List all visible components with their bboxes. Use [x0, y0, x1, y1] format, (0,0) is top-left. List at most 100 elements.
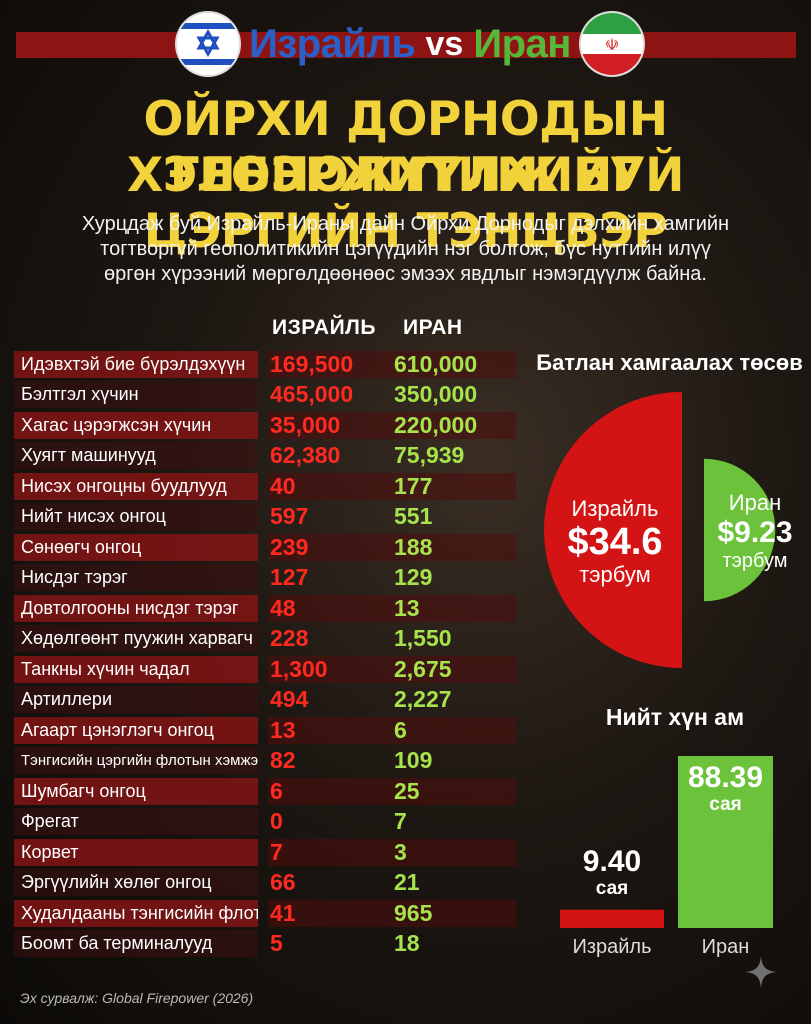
- table-row: Нисдэг тэрэг 127 129: [14, 563, 520, 594]
- table-row: Хөдөлгөөнт пуужин харвагч 228 1,550: [14, 624, 520, 655]
- iran-population-unit: сая: [709, 794, 742, 815]
- iran-population-label: 88.39 сая: [678, 762, 773, 816]
- table-row: Довтолгооны нисдэг тэрэг 48 13: [14, 593, 520, 624]
- israel-value: 35,000: [268, 411, 390, 439]
- israel-value: 5: [270, 930, 283, 957]
- israel-value: 0: [270, 808, 283, 835]
- population-bar-iran: [678, 756, 773, 928]
- iran-value: 177: [390, 472, 516, 500]
- israel-value: 1,300: [268, 655, 390, 683]
- israel-flag-icon: [177, 13, 240, 75]
- table-row: Эргүүлийн хөлөг онгоц 66 21: [14, 868, 520, 899]
- table-row: Нисэх онгоцны буудлууд 40 177: [14, 471, 520, 502]
- israel-value: 40: [268, 472, 390, 500]
- israel-value: 494: [270, 686, 309, 713]
- population-bar-israel: [560, 909, 664, 928]
- iran-value: 551: [394, 503, 433, 530]
- iran-value: 21: [394, 869, 420, 896]
- table-row: Тэнгисийн цэргийн флотын хэмжээ 82 109: [14, 746, 520, 777]
- israel-value: 169,500: [268, 350, 390, 378]
- row-label: Фрегат: [14, 808, 258, 836]
- iran-value: 350,000: [394, 381, 478, 408]
- table-row: Хуягт машинууд 62,380 75,939: [14, 441, 520, 472]
- row-label: Эргүүлийн хөлөг онгоц: [14, 869, 258, 897]
- iran-value: 13: [390, 594, 516, 622]
- israel-value: 62,380: [270, 442, 341, 469]
- row-label: Артиллери: [14, 686, 258, 714]
- israel-value: 13: [268, 716, 390, 744]
- row-label: Хуягт машинууд: [14, 442, 258, 470]
- israel-population-label: 9.40 сая: [560, 845, 664, 900]
- table-row: Танкны хүчин чадал 1,300 2,675: [14, 654, 520, 685]
- table-row: Сөнөөгч онгоц 239 188: [14, 532, 520, 563]
- table-row: Фрегат 0 7: [14, 807, 520, 838]
- svg-text:☫: ☫: [605, 35, 619, 54]
- row-label: Идэвхтэй бие бүрэлдэхүүн: [14, 350, 258, 378]
- population-category-iran: Иран: [701, 936, 750, 958]
- budget-title: Батлан хамгаалах төсөв: [536, 350, 803, 375]
- row-label: Корвет: [14, 838, 258, 866]
- table-row: Нийт нисэх онгоц 597 551: [14, 502, 520, 533]
- iran-budget-label: Иран $9.23 тэрбум: [703, 490, 807, 573]
- israel-budget-value: $34.6: [567, 521, 663, 563]
- israel-value: 465,000: [270, 381, 354, 408]
- row-label: Довтолгооны нисдэг тэрэг: [14, 594, 258, 622]
- row-label: Бэлтгэл хүчин: [14, 381, 258, 409]
- israel-population-unit: сая: [595, 877, 629, 899]
- israel-value: 228: [270, 625, 309, 652]
- israel-value: 239: [268, 533, 390, 561]
- row-label: Нисэх онгоцны буудлууд: [14, 472, 258, 500]
- iran-value: 2,675: [390, 655, 516, 683]
- iran-value: 7: [394, 808, 407, 835]
- iran-value: 2,227: [394, 686, 452, 713]
- row-label: Хагас цэрэгжсэн хүчин: [14, 411, 258, 439]
- comparison-table: Идэвхтэй бие бүрэлдэхүүн 169,500 610,000 Бэ…: [14, 349, 520, 959]
- row-label: Боомт ба терминалууд: [14, 930, 258, 958]
- iran-heading: Иран: [473, 21, 571, 66]
- iran-value: 3: [390, 838, 516, 866]
- header-band: [16, 32, 796, 58]
- population-chart: [560, 756, 773, 928]
- israel-value: 48: [268, 594, 390, 622]
- intro-line-2: тогтворгүй геополитикийн цэгүүдийн нэг б…: [100, 238, 711, 260]
- table-row: Идэвхтэй бие бүрэлдэхүүн 169,500 610,000: [14, 349, 520, 380]
- source-note: Эх сурвалж: Global Firepower (2026): [20, 990, 254, 1006]
- israel-value: 127: [270, 564, 309, 591]
- table-row: Бэлтгэл хүчин 465,000 350,000: [14, 380, 520, 411]
- header: Израйль vs Иран ☫: [150, 12, 670, 76]
- intro-line-1: Хурцдаж буй Израйль-Ираны дайн Ойрхи Дор…: [81, 213, 730, 235]
- table-row: Корвет 7 3: [14, 837, 520, 868]
- row-label: Худалдааны тэнгисийн флот: [14, 899, 258, 927]
- iran-value: 25: [390, 777, 516, 805]
- intro-text: Хурцдаж буй Израйль-Ираны дайн Ойрхи Дор…: [20, 212, 791, 287]
- iran-population-value: 88.39: [687, 761, 764, 794]
- iran-value: 965: [390, 899, 516, 927]
- title-line-1: ОЙРХИ ДОРНОДЫН ГЕОПОЛИТИКИЙГ: [143, 92, 668, 203]
- iran-budget-name: Иран: [728, 490, 782, 515]
- table-row: Агаарт цэнэглэгч онгоц 13 6: [14, 715, 520, 746]
- iran-flag-icon: ☫: [580, 13, 643, 75]
- intro-line-3: өргөн хүрээний мөргөлдөөнөөс эмээх явдлы…: [104, 263, 707, 285]
- israel-value: 82: [270, 747, 296, 774]
- table-row: Боомт ба терминалууд 5 18: [14, 929, 520, 960]
- iran-value: 6: [390, 716, 516, 744]
- israel-heading: Израйль: [249, 21, 416, 66]
- table-row: Шумбагч онгоц 6 25: [14, 776, 520, 807]
- row-label: Нийт нисэх онгоц: [14, 503, 258, 531]
- iran-value: 129: [394, 564, 433, 591]
- iran-budget-unit: тэрбум: [722, 550, 788, 572]
- iran-value: 610,000: [390, 350, 516, 378]
- israel-value: 41: [268, 899, 390, 927]
- population-title: Нийт хүн ам: [605, 704, 745, 730]
- vs-label: vs: [425, 24, 464, 63]
- iran-value: 109: [394, 747, 433, 774]
- population-category-israel: Израйль: [572, 936, 652, 958]
- israel-budget-name: Израйль: [571, 496, 659, 521]
- row-label: Агаарт цэнэглэгч онгоц: [14, 716, 258, 744]
- table-row: Артиллери 494 2,227: [14, 685, 520, 716]
- israel-value: 66: [270, 869, 296, 896]
- row-label: Танкны хүчин чадал: [14, 655, 258, 683]
- iran-value: 188: [390, 533, 516, 561]
- column-header-iran: ИРАН: [403, 316, 463, 339]
- column-header-israel: ИЗРАЙЛЬ: [272, 316, 376, 339]
